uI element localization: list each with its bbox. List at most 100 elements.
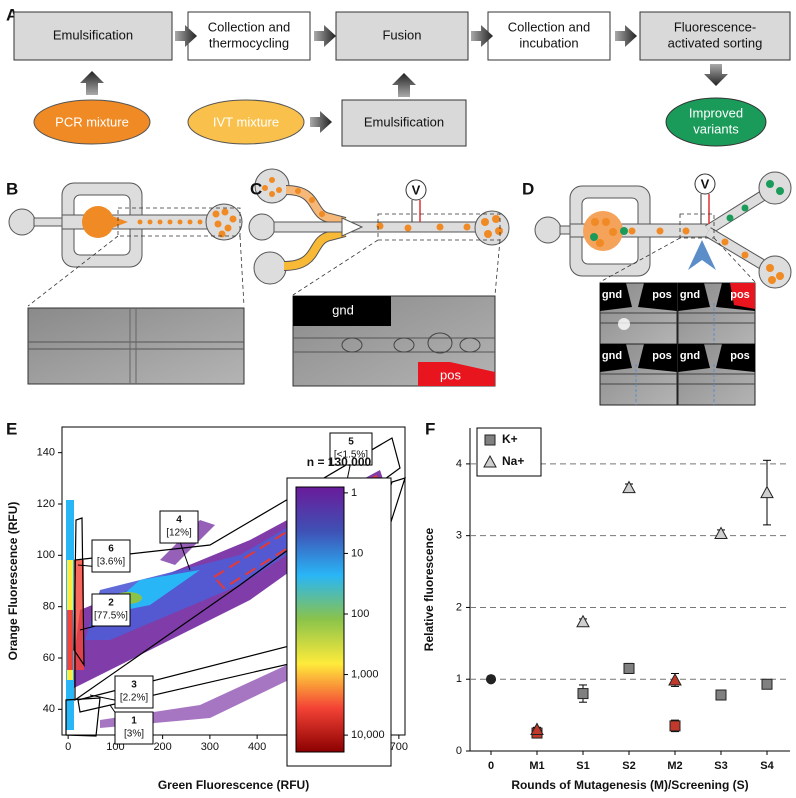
y-tick-label: 3: [456, 530, 462, 542]
x-axis-label: Rounds of Mutagenesis (M)/Screening (S): [511, 778, 748, 792]
x-tick-label: 0: [488, 760, 494, 772]
flow-box: [335, 11, 469, 61]
point: [715, 689, 727, 701]
device-b: [8, 182, 245, 385]
colorbar-tick-label: 1,000: [351, 668, 379, 680]
gate-fraction: [3.6%]: [97, 557, 126, 568]
point: [761, 678, 773, 690]
panel-label: F: [425, 419, 435, 438]
gate-id: 3: [131, 680, 137, 691]
device-d: V: [534, 171, 792, 289]
electrode-label: gnd: [680, 350, 700, 362]
y-tick-label: 60: [43, 652, 55, 664]
point: [530, 722, 544, 735]
gate-box: [329, 432, 373, 466]
y-tick-label: 0: [456, 745, 462, 757]
legend-label: K+: [502, 432, 518, 446]
flow-text: Fluorescence-: [674, 19, 756, 34]
electrode-label: gnd: [602, 350, 622, 362]
flow-text: activated sorting: [668, 35, 763, 50]
x-tick-label: 700: [390, 741, 408, 753]
y-tick-label: 4: [456, 458, 462, 470]
arrow: [314, 25, 336, 47]
electrode: [678, 283, 710, 311]
flow-box: [639, 11, 791, 61]
x-tick-label: 0: [65, 741, 71, 753]
y-tick-label: 2: [456, 601, 462, 613]
y-axis-label: Relative fluorescence: [422, 527, 436, 651]
point: [576, 614, 590, 628]
flow-box: [13, 11, 173, 61]
gate-id: 1: [131, 716, 137, 727]
electrode-label: gnd: [332, 302, 354, 317]
flow-text: thermocycling: [209, 35, 289, 50]
flow-text: Collection and: [508, 19, 590, 34]
device-c: V gnd pos: [248, 168, 510, 387]
gate-fraction: [77.5%]: [94, 611, 128, 622]
droplet: [618, 318, 630, 330]
point: [760, 485, 774, 499]
output-ellipse: [665, 97, 767, 147]
gate-box: [91, 539, 131, 573]
x-tick-label: 400: [248, 741, 266, 753]
x-tick-label: 300: [201, 741, 219, 753]
arrow: [615, 25, 637, 47]
flow-text: Emulsification: [53, 27, 133, 42]
legend-marker: [484, 434, 496, 446]
electrode-label: gnd: [680, 289, 700, 301]
x-tick-label: S1: [576, 760, 589, 772]
flow-text: incubation: [519, 35, 578, 50]
input-ellipse: [187, 99, 305, 145]
y-tick-label: 80: [43, 601, 55, 613]
point: [714, 526, 728, 540]
y-axis-label: Orange Fluorescence (RFU): [6, 502, 20, 661]
voltage-label: V: [412, 182, 421, 197]
colorbar-tick-label: 100: [351, 608, 369, 620]
x-tick-label: M2: [667, 760, 682, 772]
arrow: [704, 64, 728, 86]
panel-label: B: [6, 179, 18, 198]
electrode: [678, 344, 710, 372]
gate-box: [114, 675, 154, 709]
gate-id: 6: [108, 544, 114, 555]
arrow: [80, 71, 104, 95]
flow-text: Improved: [689, 105, 743, 120]
legend-label: Na+: [502, 454, 524, 468]
gate-fraction: [12%]: [166, 528, 192, 539]
electrode: [600, 344, 632, 372]
arrow: [471, 25, 493, 47]
gate-id: 4: [176, 515, 182, 526]
electrode-active: [730, 283, 755, 309]
flow-box: [341, 99, 467, 147]
point: [622, 480, 636, 494]
arrow: [392, 73, 416, 97]
x-tick-label: S2: [622, 760, 635, 772]
flow-text: variants: [693, 121, 739, 136]
x-tick-label: S4: [760, 760, 774, 772]
x-tick-label: S3: [714, 760, 727, 772]
flow-text: PCR mixture: [55, 114, 129, 129]
electrode: [600, 283, 632, 311]
electrode-label: pos: [652, 289, 672, 301]
electrode-label: pos: [440, 367, 461, 382]
flow-text: Emulsification: [364, 114, 444, 129]
gate-fraction: [<1.5%]: [334, 450, 368, 461]
gate-id: 2: [108, 598, 114, 609]
point: [623, 662, 635, 674]
arrow: [175, 25, 197, 47]
y-tick-label: 1: [456, 673, 462, 685]
gate-id: 5: [348, 437, 354, 448]
electrode-label: pos: [652, 350, 672, 362]
sample-size: n = 130,000: [307, 455, 372, 469]
gate-pointer: [178, 538, 191, 571]
y-tick-label: 40: [43, 703, 55, 715]
gate-box: [159, 510, 199, 544]
electrode-label: gnd: [602, 289, 622, 301]
y-tick-label: 140: [37, 447, 55, 459]
y-tick-label: 120: [37, 498, 55, 510]
panel-label: D: [522, 179, 534, 198]
gate-fraction: [3%]: [124, 729, 144, 740]
flow-text: IVT mixture: [213, 114, 279, 129]
